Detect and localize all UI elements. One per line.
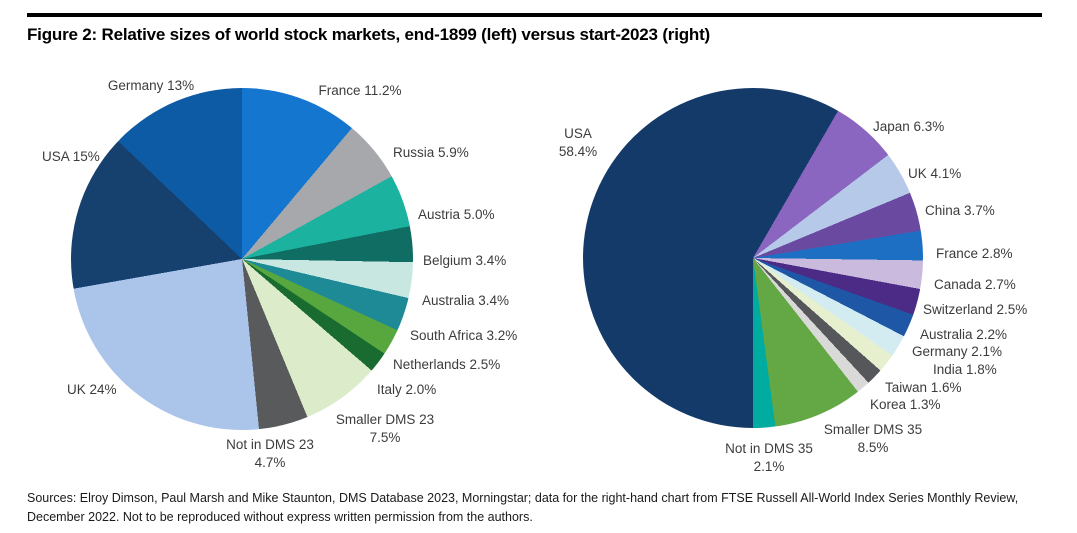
- slice-label-australia: Australia 2.2%: [920, 327, 1008, 342]
- pie-charts-area: France 11.2% Russia 5.9% Austria 5.0% Belgi…: [42, 78, 1028, 474]
- slice-label-austria: Austria 5.0%: [418, 207, 495, 222]
- slice-label-not-in-dms-23: Not in DMS 23 4.7%: [226, 437, 314, 470]
- slice-label-smaller-dms-23: Smaller DMS 23 7.5%: [335, 412, 435, 445]
- slice-label-germany: Germany 2.1%: [912, 344, 1003, 359]
- slice-label-korea: Korea 1.3%: [870, 397, 941, 412]
- slice-label-uk: UK 4.1%: [908, 166, 962, 181]
- slice-label-japan: Japan 6.3%: [873, 119, 945, 134]
- slice-label-russia: Russia 5.9%: [393, 145, 469, 160]
- title-rule: [27, 13, 1042, 17]
- slice-label-netherlands: Netherlands 2.5%: [393, 357, 501, 372]
- slice-label-france: France 11.2%: [318, 83, 402, 98]
- slice-label-not-in-dms-35: Not in DMS 35 2.1%: [725, 441, 813, 474]
- source-note: Sources: Elroy Dimson, Paul Marsh and Mi…: [27, 491, 1019, 525]
- slice-label-italy: Italy 2.0%: [377, 382, 437, 397]
- slice-label-taiwan: Taiwan 1.6%: [885, 380, 962, 395]
- slice-label-germany: Germany 13%: [107, 78, 195, 93]
- slice-label-usa: USA 15%: [42, 149, 100, 164]
- slice-label-south-africa: South Africa 3.2%: [410, 328, 518, 343]
- slice-label-belgium: Belgium 3.4%: [423, 253, 507, 268]
- slice-label-smaller-dms-35: Smaller DMS 35 8.5%: [823, 422, 923, 455]
- slice-label-usa: USA 58.4%: [558, 126, 598, 159]
- slice-label-switzerland: Switzerland 2.5%: [923, 302, 1028, 317]
- slice-label-france: France 2.8%: [936, 246, 1013, 261]
- figure-title: Figure 2: Relative sizes of world stock …: [27, 25, 711, 44]
- slice-label-australia: Australia 3.4%: [422, 293, 510, 308]
- pie-chart-end-1899: [71, 88, 413, 430]
- slice-label-uk: UK 24%: [67, 382, 117, 397]
- pie-chart-start-2023: [583, 88, 923, 428]
- slice-label-china: China 3.7%: [925, 203, 995, 218]
- slice-label-india: India 1.8%: [933, 362, 997, 377]
- slice-label-canada: Canada 2.7%: [934, 277, 1016, 292]
